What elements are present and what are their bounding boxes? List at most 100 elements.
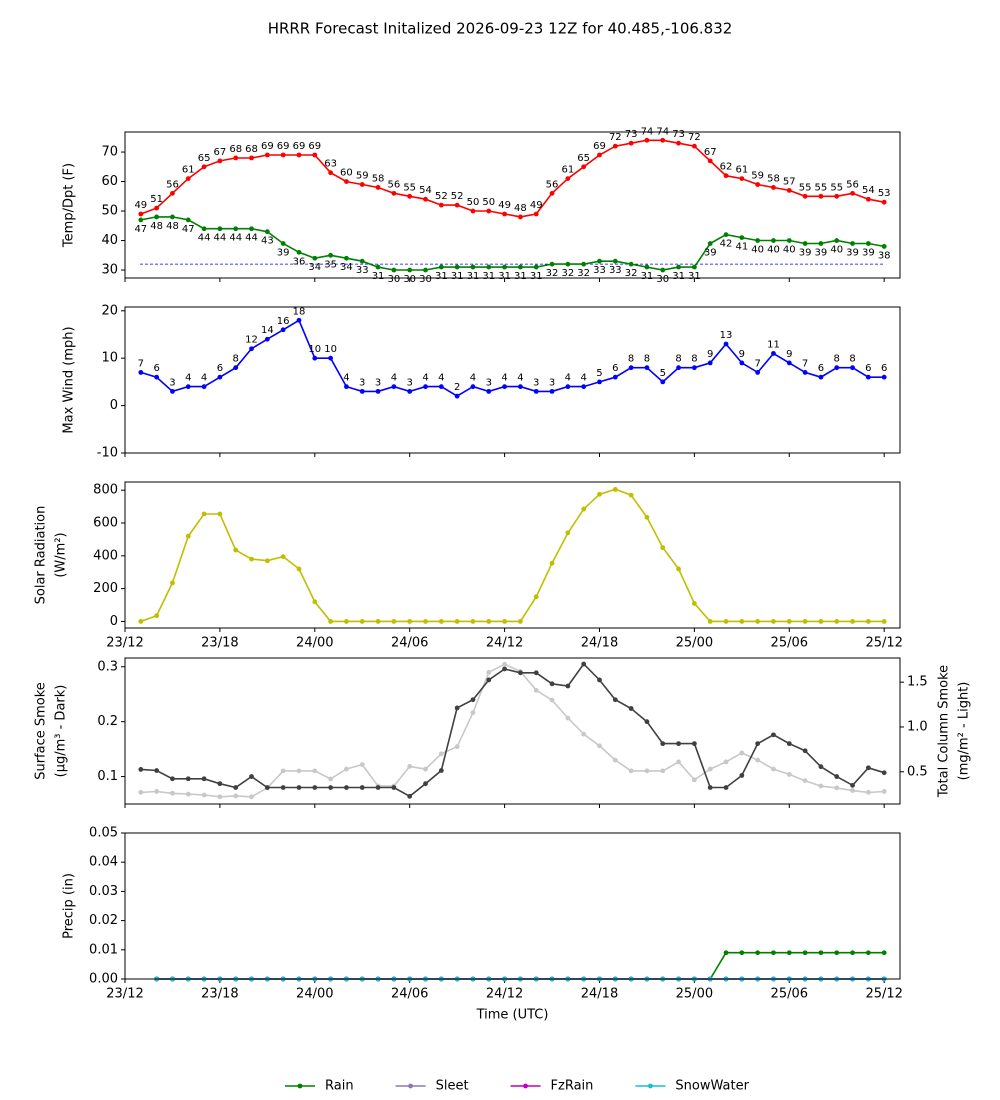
data-label: 47 [182,224,195,235]
data-point [344,766,349,772]
data-point [865,374,871,380]
data-label: 48 [166,221,179,232]
data-label: 60 [340,168,353,179]
data-point [185,776,191,782]
data-point [423,619,428,624]
data-point [423,384,428,390]
data-label: 13 [720,330,733,341]
data-point [818,950,824,956]
data-point [312,785,318,790]
data-point [233,155,239,161]
data-point [407,267,413,273]
data-point [565,261,571,267]
data-point [628,140,634,146]
y-tick-label: 10 [101,351,118,366]
x-tick-label: 24/18 [581,636,618,651]
y-tick-label: 0 [110,614,118,629]
series-line [140,662,885,798]
data-point [518,264,523,270]
data-point [470,208,476,214]
data-label: 32 [561,268,574,279]
y-tick-label: 800 [93,483,118,498]
data-point [565,384,571,390]
data-point [486,208,492,214]
data-point [296,317,302,323]
data-label: 67 [214,147,227,158]
data-point [565,715,571,721]
data-point [818,374,824,380]
data-point [802,778,808,784]
y-axis-label: Precip (in) [62,873,77,939]
data-label: 31 [672,271,685,282]
data-point [217,226,223,232]
data-label: 4 [343,373,349,384]
data-point [154,374,160,380]
data-label: 52 [435,191,448,202]
data-point [454,744,460,750]
data-point [549,697,555,703]
data-label: 10 [324,344,337,355]
data-label: 44 [229,233,242,244]
x-tick-label: 25/06 [771,636,808,651]
data-point [771,185,776,190]
data-label: 4 [470,373,476,384]
data-point [612,486,618,492]
data-point [723,341,729,347]
data-label: 6 [153,363,159,374]
data-point [786,950,792,956]
data-point [723,950,729,956]
data-label: 30 [656,274,669,285]
data-point [755,757,761,763]
data-point [707,619,713,624]
data-label: 16 [277,316,290,327]
data-label: 31 [688,271,701,282]
data-label: 54 [419,185,432,196]
data-point [549,190,555,196]
data-point [691,143,697,149]
data-point [423,781,428,787]
data-label: 4 [201,373,207,384]
data-point [691,264,697,270]
data-label: 33 [609,265,622,276]
data-label: 3 [375,377,381,388]
data-point [739,176,745,182]
data-point [865,789,871,795]
y-axis-label: (µg/m³ - Dark) [54,685,69,778]
data-point [676,264,681,270]
legend-label: FzRain [551,1079,594,1094]
data-label: 54 [862,185,875,196]
data-point [438,619,444,624]
legend-swatch-dot [648,1083,653,1089]
data-point [707,360,713,366]
data-point [154,613,160,619]
y-tick-label: 30 [101,263,118,278]
y-tick-label: 0.01 [89,942,118,957]
data-point [296,785,302,790]
data-point [628,768,634,774]
data-point [533,670,539,676]
y-tick-label: 40 [101,233,118,248]
data-label: 72 [609,132,622,143]
series-line [140,488,885,623]
x-tick-label: 24/12 [486,636,523,651]
data-point [786,741,792,747]
data-label: 6 [612,363,618,374]
data-label: 49 [134,200,147,211]
data-point [691,741,697,747]
data-point [280,152,286,158]
data-label: 2 [454,382,460,393]
data-point [391,384,397,390]
data-point [423,196,428,202]
data-label: 39 [704,247,717,258]
data-point [344,785,349,790]
data-point [865,765,871,771]
y-tick-label: 70 [101,145,118,160]
data-point [644,719,650,725]
plot-frame [124,832,901,980]
y-axis-label: Temp/Dpt (F) [62,163,77,248]
y-tick-label: 0.05 [89,826,118,841]
data-point [407,619,413,624]
data-label: 72 [688,132,701,143]
data-point [502,619,507,624]
series-line [140,319,885,398]
